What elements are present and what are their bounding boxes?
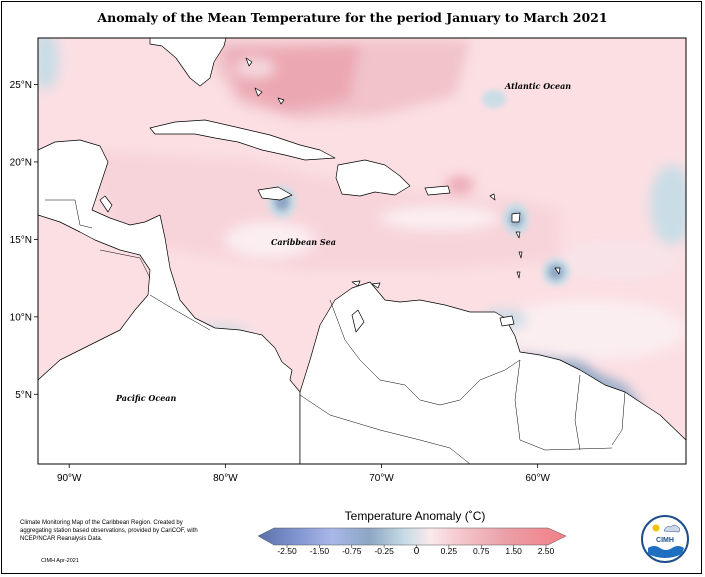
legend-tick-label: 0.25: [441, 546, 458, 556]
land-antilles-4: [516, 271, 521, 279]
lake-maracaibo: [351, 309, 365, 333]
logo-text: CIMH: [656, 537, 674, 544]
border-venezuela-guyana: [459, 359, 521, 401]
cloud-icon: [663, 524, 681, 533]
lon-label: 90°W: [57, 473, 82, 484]
land-puerto-rico: [424, 185, 451, 196]
cool-area-nw: [38, 38, 59, 90]
longitude-axis: 90°W 80°W 70°W 60°W: [57, 464, 551, 484]
light-area-atlantic: [560, 240, 680, 280]
legend-tick-label: 0.75: [473, 546, 490, 556]
label-pacific-ocean: Pacific Ocean: [115, 393, 176, 403]
land-aruba: [351, 280, 361, 287]
land-antilles-1: [489, 193, 496, 201]
border-guianas-brazil: [544, 447, 613, 451]
cimh-logo: CIMH: [641, 515, 689, 563]
legend-tick-label: -1.50: [310, 546, 330, 556]
light-patch-bahamas: [235, 58, 275, 78]
warm-spot-pr: [446, 176, 474, 194]
lon-label: 70°W: [369, 473, 394, 484]
legend-tick-label: -0.25: [374, 546, 394, 556]
border-honduras-nicaragua: [149, 294, 211, 331]
legend-bar: [257, 527, 567, 546]
sun-icon: [652, 524, 660, 532]
land-bahamas-2: [254, 87, 263, 97]
lon-label: 60°W: [525, 473, 550, 484]
land-cuba: [149, 119, 336, 161]
credit-text: Climate Monitoring Map of the Caribbean …: [20, 520, 198, 542]
land-guadeloupe: [511, 212, 521, 223]
lat-label: 25°N: [10, 80, 32, 91]
land-curacao: [371, 282, 381, 289]
warm-band-caribbean: [80, 150, 560, 270]
anomaly-field: [38, 38, 686, 464]
legend-colorbar: [257, 527, 567, 546]
land-south-america: [299, 281, 686, 464]
land-barbados: [554, 267, 561, 275]
lat-label: 20°N: [10, 157, 32, 168]
border-guatemala-honduras: [99, 249, 151, 279]
legend-tick-label: 0: [414, 546, 420, 557]
border-colombia-venezuela: [329, 299, 461, 406]
credit-date: CIMH Apr-2021: [41, 558, 79, 564]
border-guyana-suriname: [574, 374, 581, 451]
land-florida: [149, 38, 227, 87]
legend-tick-label: 2.50: [538, 546, 555, 556]
border-guyana-brazil: [514, 359, 546, 451]
land-trinidad: [499, 315, 515, 327]
light-area-atlantic-south: [495, 300, 685, 360]
label-atlantic-ocean: Atlantic Ocean: [504, 81, 571, 91]
map-title: Anomaly of the Mean Temperature for the …: [97, 10, 608, 25]
label-caribbean-sea: Caribbean Sea: [271, 237, 336, 247]
light-area-east: [380, 206, 500, 230]
land-yucatan-tip: [99, 195, 113, 213]
lat-label: 10°N: [10, 312, 32, 323]
legend-tick-label: -2.50: [277, 546, 297, 556]
cool-spot-atlantic: [482, 90, 506, 108]
cool-core-barbados: [548, 264, 564, 280]
waves-icon: [648, 546, 684, 558]
land-bahamas-1: [245, 57, 253, 67]
latitude-axis: 25°N 20°N 15°N 10°N 5°N: [10, 80, 38, 401]
legend-ticks: -2.50 -1.50 -0.75 -0.25 0 0.25 0.75 1.50 2.50: [277, 545, 555, 557]
lat-label: 15°N: [10, 235, 32, 246]
land-hispaniola: [335, 159, 411, 197]
land-central-america: [38, 139, 301, 464]
plot-border: [37, 37, 687, 465]
border-colombia-south: [299, 394, 471, 464]
lon-label: 80°W: [213, 473, 238, 484]
legend-tick-label: 1.50: [505, 546, 522, 556]
legend-title: Temperature Anomaly (˚C): [344, 509, 486, 523]
land-antilles-3: [518, 251, 523, 259]
legend-tick-label: -0.75: [342, 546, 362, 556]
border-suriname-fguiana: [611, 391, 626, 446]
light-area-central: [225, 222, 315, 258]
lat-label: 5°N: [15, 390, 32, 401]
land-bahamas-3: [277, 97, 285, 105]
border-mexico-guatemala: [45, 199, 93, 229]
cool-area-far-east: [650, 165, 686, 245]
land-antilles-2: [515, 231, 521, 239]
land-jamaica: [257, 186, 293, 201]
